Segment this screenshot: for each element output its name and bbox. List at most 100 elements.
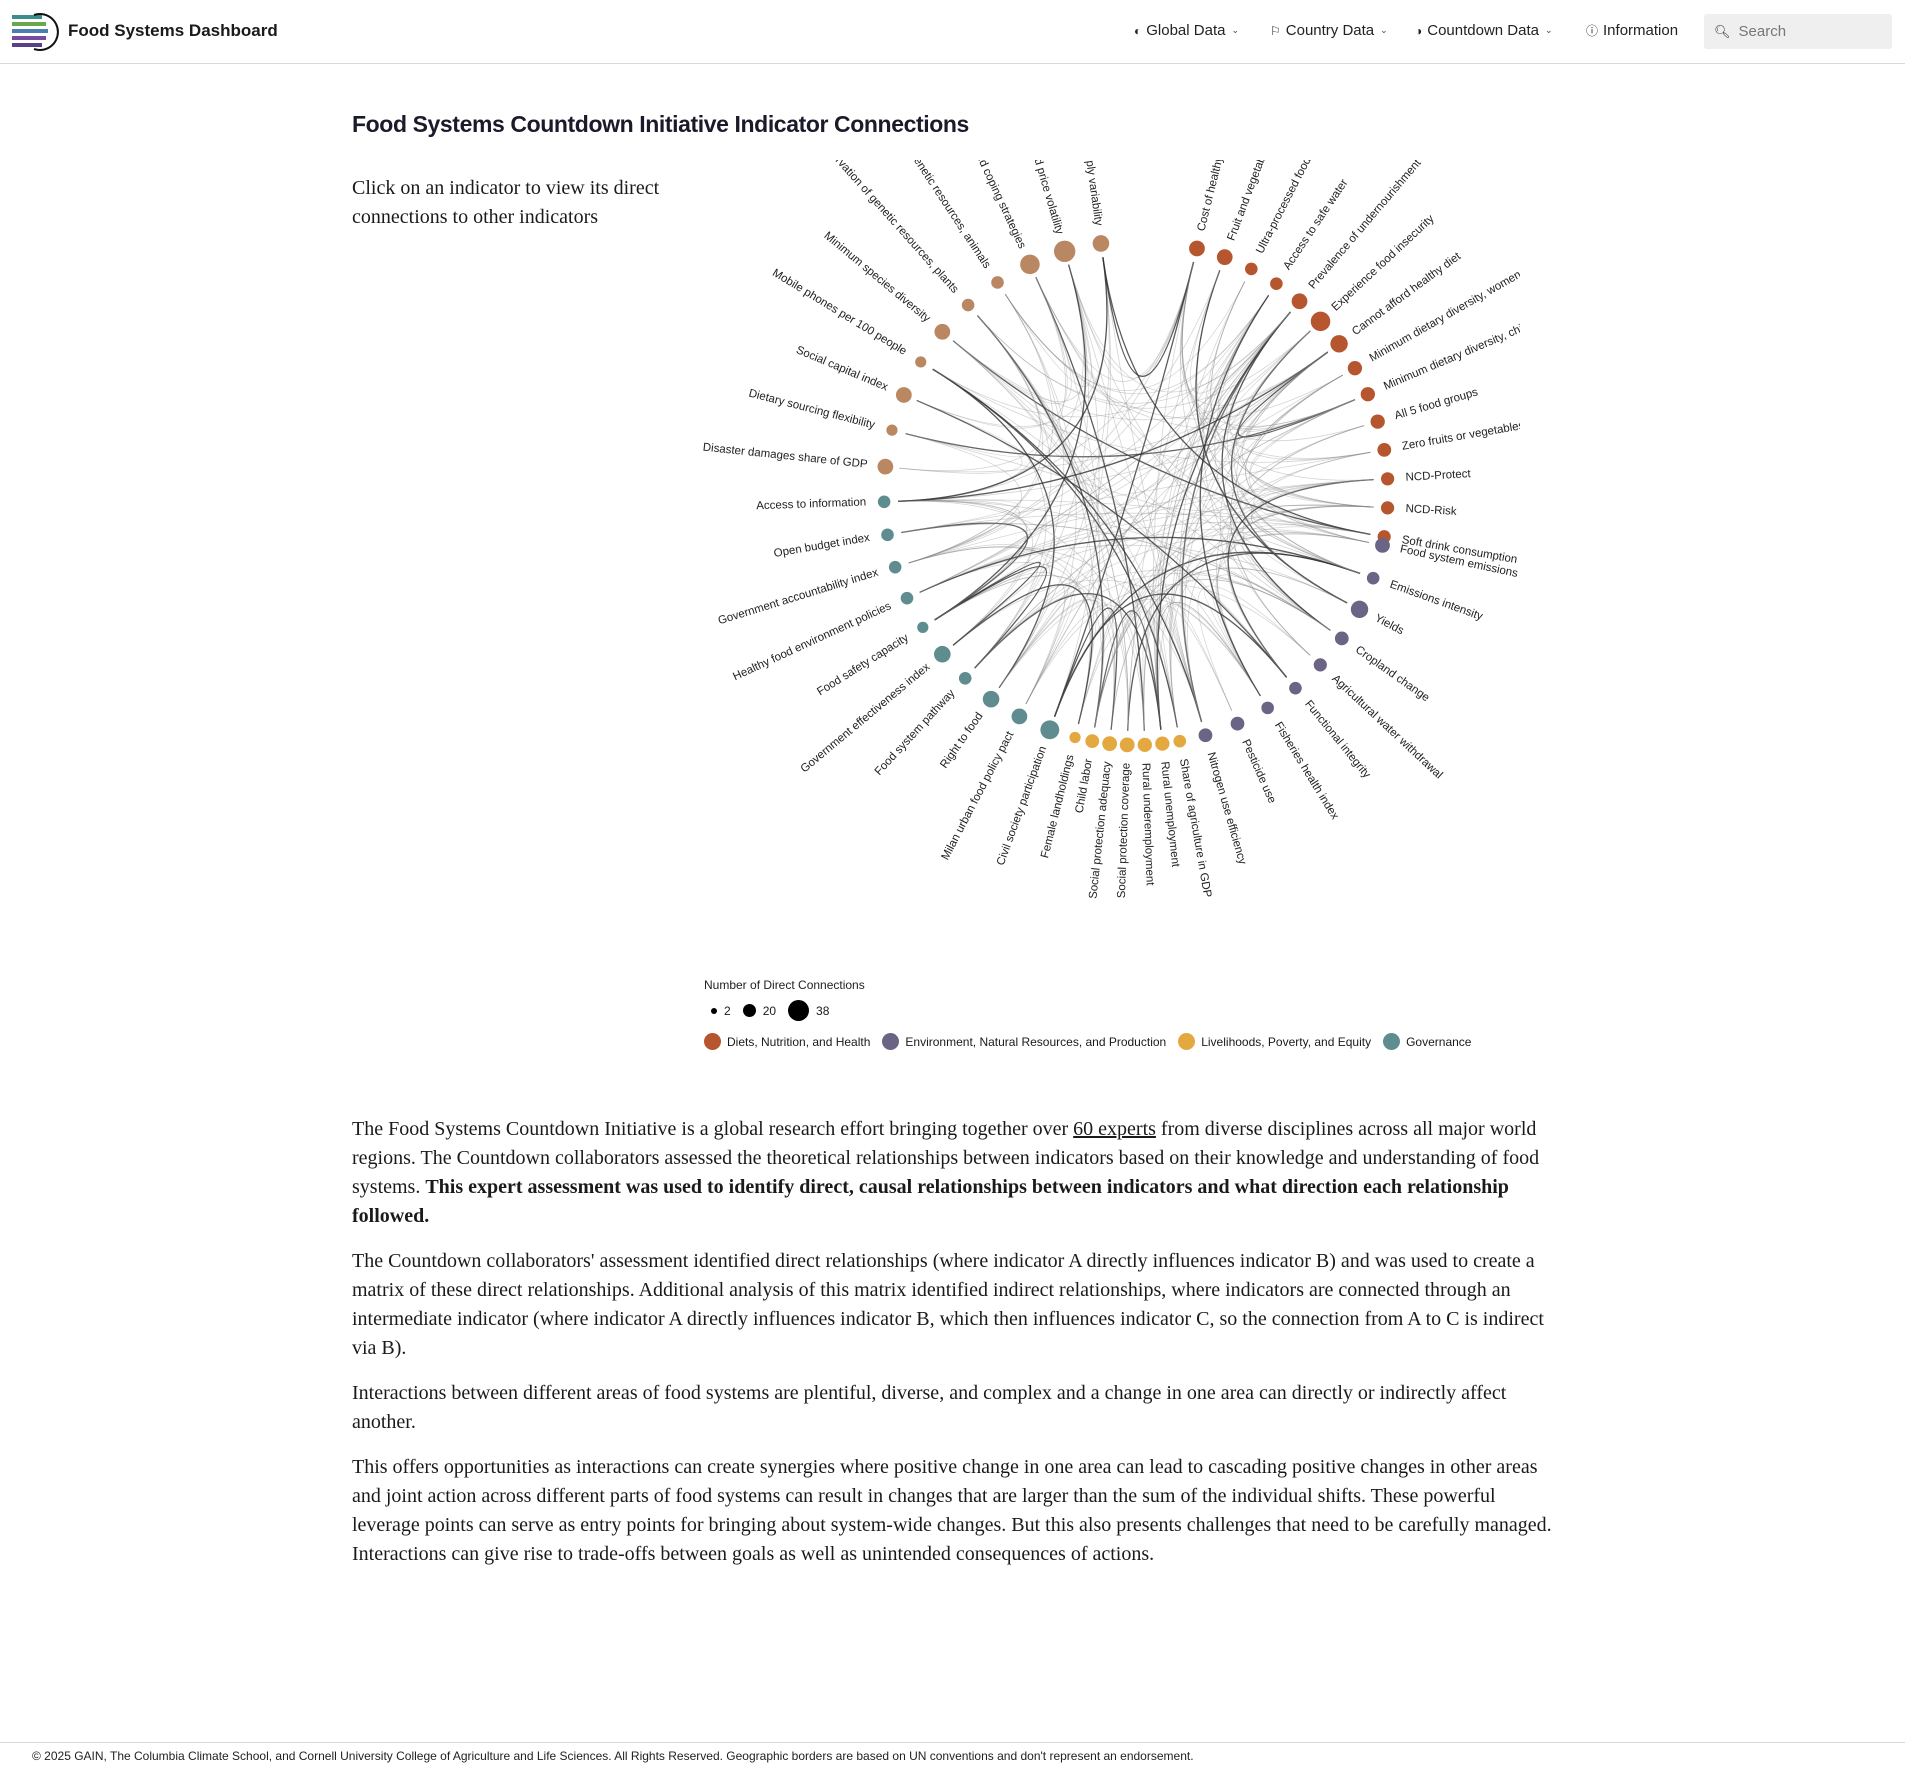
indicator-label[interactable]: Food price volatility <box>1026 160 1065 236</box>
indicator-node[interactable] <box>1330 335 1348 353</box>
indicator-label[interactable]: Ultra-processed food sales <box>1254 160 1327 256</box>
indicator-node[interactable] <box>1119 737 1135 753</box>
indicator-label[interactable]: Agricultural water withdrawal <box>1329 673 1444 782</box>
indicator-label[interactable]: Government effectiveness index <box>799 661 933 775</box>
connection-edge <box>1153 609 1202 730</box>
indicator-label[interactable]: Social protection adequacy <box>1087 761 1113 900</box>
indicator-node[interactable] <box>1245 262 1258 276</box>
nav-countdown-data[interactable]: ◑ Countdown Data ⌄ <box>1415 22 1553 39</box>
search-box[interactable]: 🔍︎ <box>1704 14 1892 49</box>
indicator-label[interactable]: Right to food <box>938 710 985 770</box>
indicator-label[interactable]: Dietary sourcing flexibility <box>747 388 876 432</box>
indicator-label[interactable]: Cost of healthy diet <box>1196 160 1232 232</box>
indicator-node[interactable] <box>888 560 902 574</box>
indicator-node[interactable] <box>1137 737 1152 752</box>
indicator-node[interactable] <box>1310 311 1331 332</box>
connection-edge <box>1160 608 1202 728</box>
indicator-node[interactable] <box>1069 731 1081 744</box>
category-legend-item[interactable]: Livelihoods, Poverty, and Equity <box>1178 1033 1371 1050</box>
indicator-label[interactable]: Rural underemployment <box>1139 763 1155 887</box>
indicator-label[interactable]: Zero fruits or vegetables <box>1401 420 1520 453</box>
indicator-node[interactable] <box>1370 414 1385 429</box>
indicator-node[interactable] <box>934 645 951 663</box>
indicator-node[interactable] <box>1230 716 1245 731</box>
connection-edge <box>1227 505 1374 678</box>
search-input[interactable] <box>1736 22 1891 41</box>
indicator-label[interactable]: Female landholdings <box>1039 753 1076 859</box>
indicator-node[interactable] <box>1377 443 1392 457</box>
indicator-node[interactable] <box>1334 631 1349 646</box>
indicator-label[interactable]: Social protection coverage <box>1116 763 1133 899</box>
indicator-node[interactable] <box>934 323 951 340</box>
indicator-node[interactable] <box>982 690 1000 708</box>
indicator-node[interactable] <box>895 387 912 403</box>
indicator-node[interactable] <box>886 424 898 436</box>
indicator-node[interactable] <box>1040 720 1060 740</box>
indicator-node[interactable] <box>1360 387 1375 402</box>
category-legend-item[interactable]: Governance <box>1383 1033 1471 1050</box>
connection-edge <box>1174 604 1233 722</box>
indicator-node[interactable] <box>1155 736 1170 751</box>
indicator-node[interactable] <box>1313 658 1327 672</box>
nav-country-data[interactable]: ⚐ Country Data ⌄ <box>1270 22 1388 39</box>
indicator-label[interactable]: Minimum dietary diversity, women <box>1368 269 1520 365</box>
indicator-node[interactable] <box>915 356 927 368</box>
nav-global-data[interactable]: ◐ Global Data ⌄ <box>1134 22 1239 39</box>
indicator-label[interactable]: Yields <box>1373 612 1406 637</box>
indicator-label[interactable]: Child labor <box>1074 758 1095 814</box>
indicator-label[interactable]: Cannot afford healthy diet <box>1350 250 1464 338</box>
indicator-label[interactable]: Social capital index <box>794 344 890 393</box>
indicator-label[interactable]: Open budget index <box>773 532 871 560</box>
indicator-node[interactable] <box>1053 240 1076 263</box>
category-legend-item[interactable]: Environment, Natural Resources, and Prod… <box>882 1033 1166 1050</box>
indicator-label[interactable]: Rural unemployment <box>1158 761 1181 869</box>
indicator-node[interactable] <box>1289 681 1302 695</box>
indicator-label[interactable]: Minimum dietary diversity, child <box>1382 319 1520 392</box>
indicator-node[interactable] <box>991 276 1004 289</box>
indicator-node[interactable] <box>1173 734 1187 748</box>
indicator-label[interactable]: All 5 food groups <box>1393 386 1479 422</box>
indicator-node[interactable] <box>1380 501 1395 515</box>
indicator-label[interactable]: Food supply variability <box>1077 160 1105 227</box>
indicator-node[interactable] <box>1020 254 1040 275</box>
indicator-node[interactable] <box>961 298 975 312</box>
indicator-node[interactable] <box>881 528 894 542</box>
dashboard-logo-icon[interactable] <box>12 11 60 53</box>
indicator-label[interactable]: Disaster damages share of GDP <box>702 442 868 471</box>
connection-edge <box>1253 479 1374 543</box>
indicator-node[interactable] <box>1291 293 1308 310</box>
indicator-node[interactable] <box>1216 249 1233 266</box>
indicator-node[interactable] <box>877 495 891 509</box>
indicator-node[interactable] <box>1198 728 1213 743</box>
indicator-node[interactable] <box>917 621 929 633</box>
indicator-label[interactable]: NCD-Risk <box>1405 503 1457 518</box>
indicator-node[interactable] <box>1380 472 1395 486</box>
indicator-label[interactable]: Experience food insecurity <box>1330 213 1437 314</box>
indicator-label[interactable]: NCD-Protect <box>1405 468 1472 484</box>
indicator-node[interactable] <box>1092 235 1110 252</box>
indicator-node[interactable] <box>1085 734 1100 749</box>
experts-link[interactable]: 60 experts <box>1073 1118 1156 1140</box>
indicator-node[interactable] <box>958 672 972 685</box>
indicator-node[interactable] <box>1102 736 1118 752</box>
indicator-node[interactable] <box>1350 600 1369 619</box>
indicator-label[interactable]: Pesticide use <box>1239 738 1278 805</box>
indicator-node[interactable] <box>1270 277 1283 291</box>
indicator-node[interactable] <box>1375 537 1390 553</box>
indicator-node[interactable] <box>877 458 894 475</box>
indicator-label[interactable]: Access to information <box>756 496 866 512</box>
indicator-node[interactable] <box>1347 361 1363 376</box>
indicator-node[interactable] <box>1011 708 1028 725</box>
brand-title[interactable]: Food Systems Dashboard <box>68 21 278 40</box>
indicator-node[interactable] <box>1261 701 1274 715</box>
indicator-node[interactable] <box>1189 240 1205 257</box>
indicator-node[interactable] <box>900 591 914 605</box>
indicator-node[interactable] <box>1366 571 1380 585</box>
indicator-label[interactable]: Cropland change <box>1353 644 1431 704</box>
category-legend-item[interactable]: Diets, Nutrition, and Health <box>704 1033 870 1050</box>
nav-information[interactable]: ⓘ Information <box>1586 22 1678 39</box>
indicator-label[interactable]: Share of agriculture in GDP <box>1177 758 1213 899</box>
connection-edge <box>1181 261 1356 427</box>
indicator-label[interactable]: Emissions intensity <box>1388 579 1484 623</box>
indicator-label[interactable]: Nitrogen use efficiency <box>1205 751 1249 866</box>
